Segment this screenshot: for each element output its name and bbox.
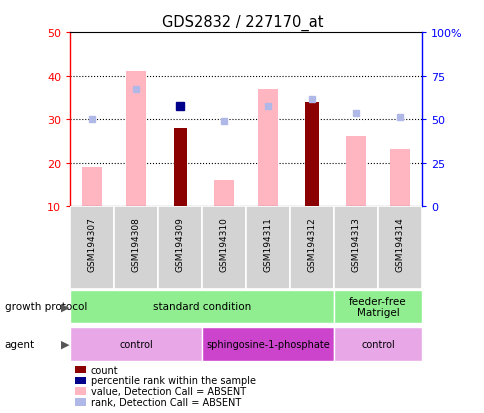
Bar <box>158 206 202 289</box>
Text: feeder-free
Matrigel: feeder-free Matrigel <box>348 296 406 318</box>
Bar <box>245 206 289 289</box>
Bar <box>333 327 421 361</box>
Bar <box>70 327 202 361</box>
Text: count: count <box>91 365 118 375</box>
Bar <box>114 206 158 289</box>
Text: percentile rank within the sample: percentile rank within the sample <box>91 375 255 385</box>
Text: value, Detection Call = ABSENT: value, Detection Call = ABSENT <box>91 386 245 396</box>
Text: GDS2832 / 227170_at: GDS2832 / 227170_at <box>162 14 322 31</box>
Text: ▶: ▶ <box>61 301 70 312</box>
Text: sphingosine-1-phosphate: sphingosine-1-phosphate <box>206 339 329 349</box>
Bar <box>257 89 277 206</box>
Text: GSM194311: GSM194311 <box>263 216 272 271</box>
Text: GSM194313: GSM194313 <box>351 216 360 271</box>
Text: GSM194307: GSM194307 <box>88 216 97 271</box>
Text: rank, Detection Call = ABSENT: rank, Detection Call = ABSENT <box>91 397 241 407</box>
Text: ▶: ▶ <box>61 339 70 349</box>
Text: GSM194314: GSM194314 <box>394 216 404 271</box>
Bar <box>126 72 146 206</box>
Bar <box>70 290 333 323</box>
Text: GSM194308: GSM194308 <box>132 216 140 271</box>
Bar <box>333 206 377 289</box>
Bar <box>202 327 333 361</box>
Bar <box>173 128 186 206</box>
Bar <box>346 137 365 206</box>
Bar <box>289 206 333 289</box>
Text: standard condition: standard condition <box>153 301 251 312</box>
Bar <box>389 150 409 206</box>
Text: GSM194312: GSM194312 <box>307 216 316 271</box>
Text: agent: agent <box>5 339 35 349</box>
Bar <box>333 290 421 323</box>
Bar <box>377 206 421 289</box>
Bar <box>305 102 318 206</box>
Text: GSM194309: GSM194309 <box>175 216 184 271</box>
Text: control: control <box>119 339 153 349</box>
Text: growth protocol: growth protocol <box>5 301 87 312</box>
Bar <box>202 206 245 289</box>
Bar <box>82 168 102 206</box>
Bar <box>70 206 114 289</box>
Text: GSM194310: GSM194310 <box>219 216 228 271</box>
Bar <box>214 180 234 206</box>
Text: control: control <box>361 339 394 349</box>
